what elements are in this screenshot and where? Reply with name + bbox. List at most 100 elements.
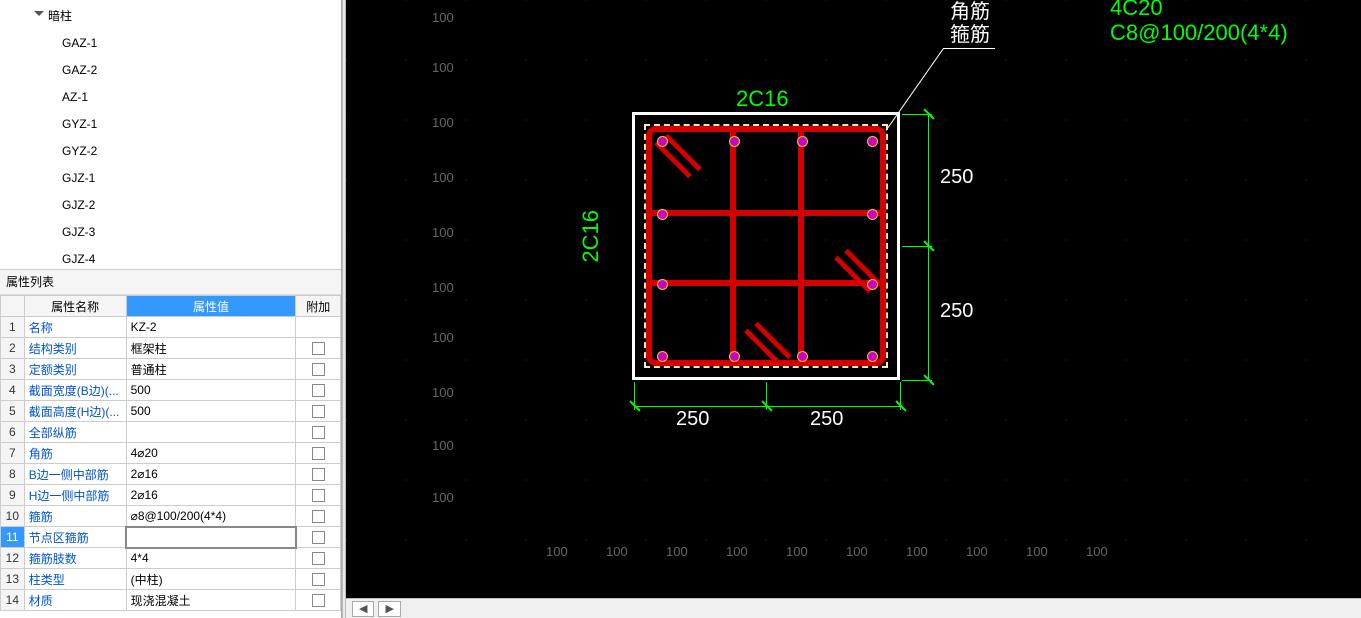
- checkbox-icon[interactable]: [312, 594, 325, 607]
- property-extra[interactable]: [296, 443, 341, 464]
- property-extra[interactable]: [296, 338, 341, 359]
- property-value[interactable]: (中柱): [126, 569, 296, 590]
- col-name-header[interactable]: 属性名称: [24, 296, 126, 317]
- checkbox-icon[interactable]: [312, 405, 325, 418]
- property-value[interactable]: 500: [126, 401, 296, 422]
- property-extra[interactable]: [296, 569, 341, 590]
- checkbox-icon[interactable]: [312, 468, 325, 481]
- row-index: 6: [1, 422, 25, 443]
- grid-label-y: 100: [432, 438, 454, 453]
- tree-group-anzhu[interactable]: 暗柱: [0, 2, 341, 29]
- property-value[interactable]: KZ-2: [126, 317, 296, 338]
- property-row[interactable]: 3定额类别普通柱: [1, 359, 341, 380]
- property-value[interactable]: 4*4: [126, 548, 296, 569]
- rebar-dot: [730, 352, 739, 361]
- tree-label: GAZ-2: [62, 63, 97, 77]
- row-index: 8: [1, 464, 25, 485]
- property-extra[interactable]: [296, 464, 341, 485]
- row-index: 4: [1, 380, 25, 401]
- tree-item[interactable]: GYZ-1: [0, 110, 341, 137]
- property-extra[interactable]: [296, 359, 341, 380]
- property-extra[interactable]: [296, 506, 341, 527]
- property-value[interactable]: 现浇混凝土: [126, 590, 296, 611]
- checkbox-icon[interactable]: [312, 342, 325, 355]
- nav-prev-button[interactable]: ◀: [352, 601, 374, 617]
- rebar-dot: [730, 137, 739, 146]
- property-extra[interactable]: [296, 401, 341, 422]
- tree-label: GAZ-1: [62, 36, 97, 50]
- property-row[interactable]: 1名称KZ-2: [1, 317, 341, 338]
- checkbox-icon[interactable]: [312, 510, 325, 523]
- property-name: 柱类型: [24, 569, 126, 590]
- property-row[interactable]: 13柱类型(中柱): [1, 569, 341, 590]
- rebar-dot: [798, 137, 807, 146]
- property-name: 截面高度(H边)(...: [24, 401, 126, 422]
- checkbox-icon[interactable]: [312, 426, 325, 439]
- checkbox-icon[interactable]: [312, 573, 325, 586]
- rebar-dot: [868, 352, 877, 361]
- checkbox-icon[interactable]: [312, 489, 325, 502]
- checkbox-icon[interactable]: [312, 531, 325, 544]
- grid-label-x: 100: [1086, 544, 1108, 559]
- property-row[interactable]: 5截面高度(H边)(...500: [1, 401, 341, 422]
- property-name: 全部纵筋: [24, 422, 126, 443]
- property-name: 材质: [24, 590, 126, 611]
- property-row[interactable]: 11节点区箍筋: [1, 527, 341, 548]
- property-extra[interactable]: [296, 317, 341, 338]
- property-value[interactable]: 普通柱: [126, 359, 296, 380]
- property-extra[interactable]: [296, 422, 341, 443]
- property-value[interactable]: 2⌀16: [126, 485, 296, 506]
- callout-stirrup: 箍筋: [950, 18, 990, 47]
- property-name: H边一侧中部筋: [24, 485, 126, 506]
- property-value[interactable]: 500: [126, 380, 296, 401]
- property-extra[interactable]: [296, 380, 341, 401]
- tree-label: GYZ-2: [62, 144, 97, 158]
- nav-next-button[interactable]: ▶: [378, 601, 400, 617]
- grid-label-x: 100: [666, 544, 688, 559]
- tree-item[interactable]: GJZ-4: [0, 245, 341, 270]
- property-value[interactable]: ⌀8@100/200(4*4): [126, 506, 296, 527]
- properties-table[interactable]: 属性名称 属性值 附加 1名称KZ-22结构类别框架柱3定额类别普通柱4截面宽度…: [0, 295, 341, 618]
- checkbox-icon[interactable]: [312, 447, 325, 460]
- tree-item[interactable]: GAZ-1: [0, 29, 341, 56]
- grid-label-y: 100: [432, 225, 454, 240]
- cad-viewport[interactable]: 1001001001001001001001001001001001001001…: [346, 0, 1361, 618]
- property-row[interactable]: 4截面宽度(B边)(...500: [1, 380, 341, 401]
- row-index: 11: [1, 527, 25, 548]
- property-value[interactable]: [126, 422, 296, 443]
- rebar-dot: [658, 137, 667, 146]
- property-row[interactable]: 14材质现浇混凝土: [1, 590, 341, 611]
- tree-item[interactable]: GJZ-3: [0, 218, 341, 245]
- tree-item[interactable]: GYZ-2: [0, 137, 341, 164]
- property-row[interactable]: 9H边一侧中部筋2⌀16: [1, 485, 341, 506]
- property-extra[interactable]: [296, 485, 341, 506]
- tree-item[interactable]: GJZ-1: [0, 164, 341, 191]
- property-extra[interactable]: [296, 548, 341, 569]
- property-row[interactable]: 6全部纵筋: [1, 422, 341, 443]
- property-row[interactable]: 7角筋4⌀20: [1, 443, 341, 464]
- tree-item[interactable]: GAZ-2: [0, 56, 341, 83]
- grid-label-x: 100: [726, 544, 748, 559]
- chevron-down-icon[interactable]: [34, 11, 44, 21]
- property-row[interactable]: 8B边一侧中部筋2⌀16: [1, 464, 341, 485]
- tree-item[interactable]: GJZ-2: [0, 191, 341, 218]
- property-row[interactable]: 12箍筋肢数4*4: [1, 548, 341, 569]
- component-tree[interactable]: 暗柱 GAZ-1GAZ-2AZ-1GYZ-1GYZ-2GJZ-1GJZ-2GJZ…: [0, 0, 341, 270]
- property-row[interactable]: 2结构类别框架柱: [1, 338, 341, 359]
- tree-item[interactable]: AZ-1: [0, 83, 341, 110]
- grid-label-y: 100: [432, 10, 454, 25]
- property-value[interactable]: 框架柱: [126, 338, 296, 359]
- property-extra[interactable]: [296, 590, 341, 611]
- checkbox-icon[interactable]: [312, 363, 325, 376]
- property-value[interactable]: [126, 527, 296, 548]
- property-value[interactable]: 2⌀16: [126, 464, 296, 485]
- property-value[interactable]: 4⌀20: [126, 443, 296, 464]
- checkbox-icon[interactable]: [312, 384, 325, 397]
- property-extra[interactable]: [296, 527, 341, 548]
- property-name: 角筋: [24, 443, 126, 464]
- property-name: 截面宽度(B边)(...: [24, 380, 126, 401]
- checkbox-icon[interactable]: [312, 552, 325, 565]
- property-row[interactable]: 10箍筋⌀8@100/200(4*4): [1, 506, 341, 527]
- col-extra-header[interactable]: 附加: [296, 296, 341, 317]
- col-value-header[interactable]: 属性值: [126, 296, 296, 317]
